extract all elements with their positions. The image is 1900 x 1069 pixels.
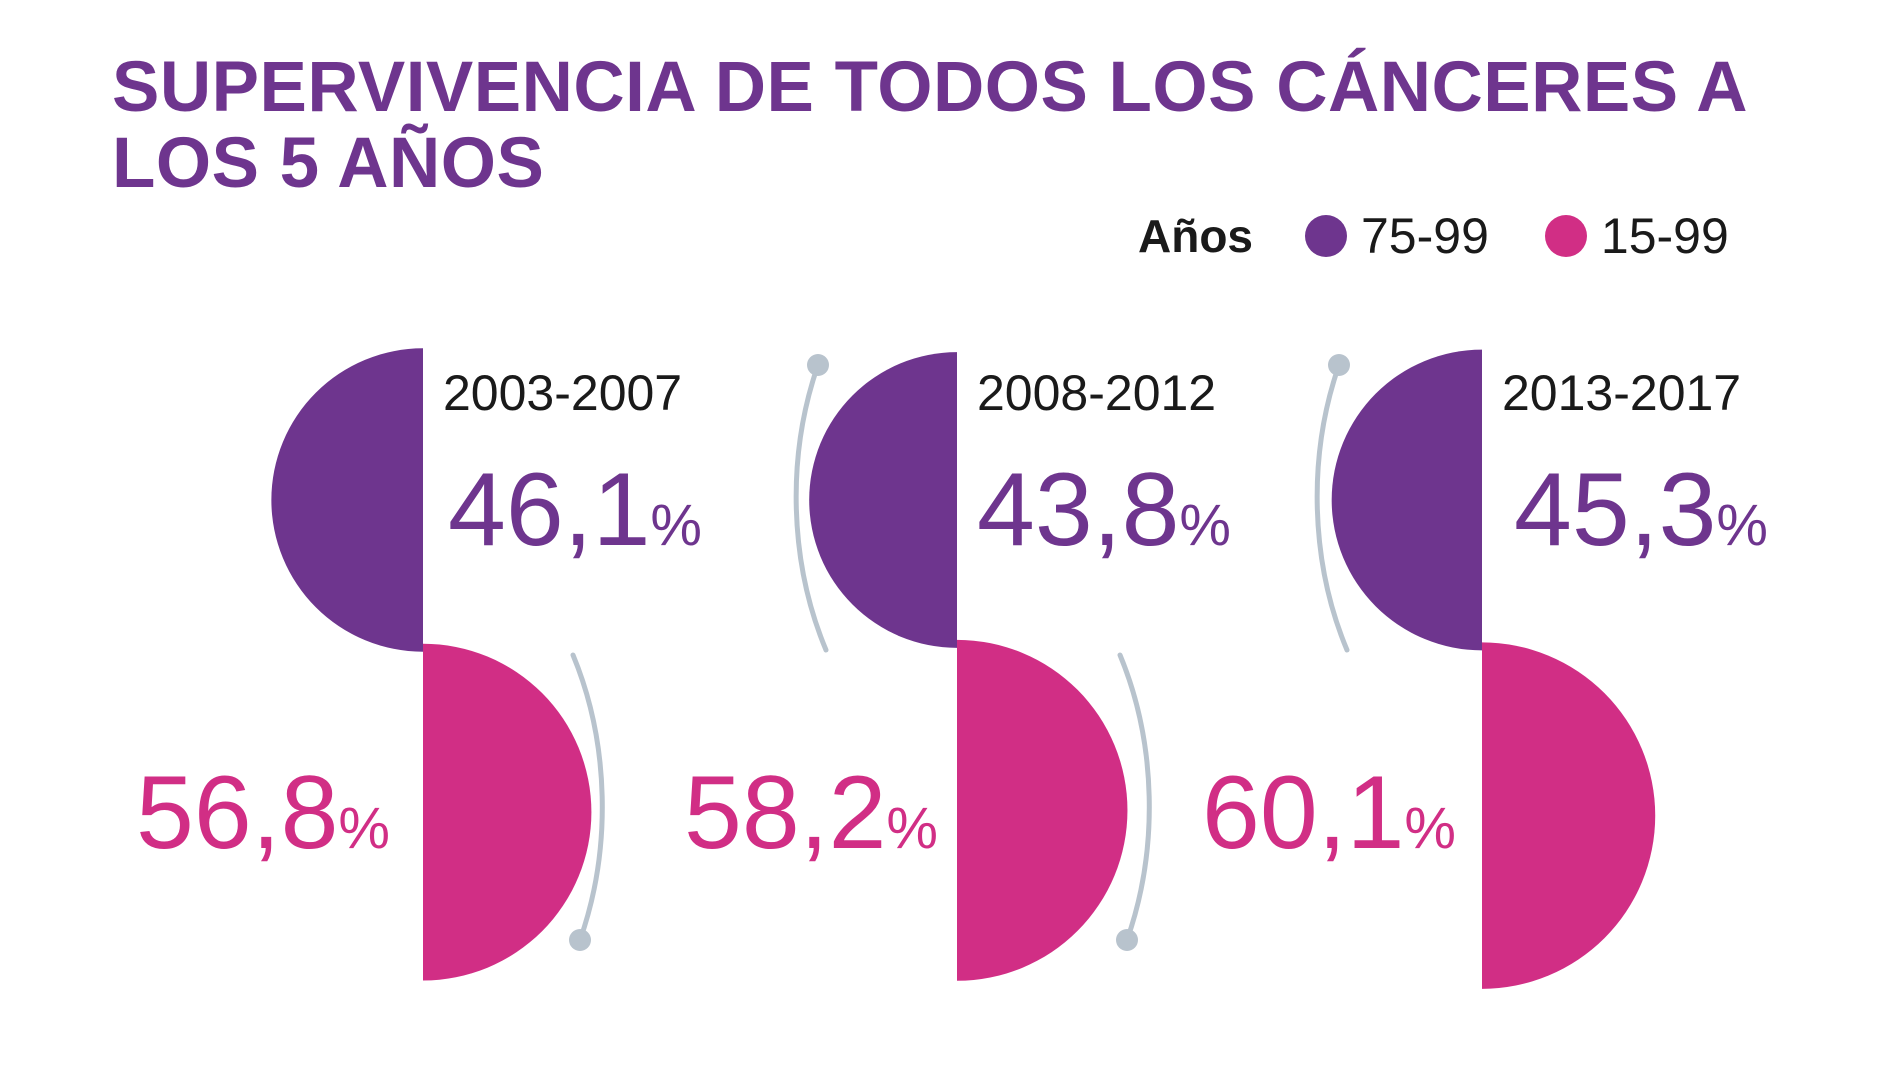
- legend: Años 75-99 15-99: [1138, 206, 1729, 266]
- legend-label-15-99: 15-99: [1600, 208, 1729, 264]
- semicircle-15-99-2008-2012: [957, 639, 1128, 981]
- legend-item-15-99: 15-99: [1544, 207, 1729, 265]
- value-label-75-99-2013-2017: 45,3%: [1514, 452, 1768, 568]
- legend-label-75-99: 75-99: [1361, 208, 1489, 264]
- period-label-2013-2017: 2013-2017: [1502, 365, 1741, 421]
- legend-title: Años: [1138, 210, 1253, 262]
- semicircle-75-99-2013-2017: [1331, 349, 1482, 651]
- semicircle-75-99-2003-2007: [271, 348, 423, 652]
- connector-lower-1-dot: [569, 929, 591, 951]
- value-label-75-99-2008-2012: 43,8%: [977, 452, 1231, 568]
- connector-lower-2: [1117, 652, 1152, 943]
- connector-lower-1: [570, 652, 605, 943]
- connector-upper-1: [793, 362, 829, 653]
- connector-upper-1-dot: [807, 354, 829, 376]
- semicircle-15-99-2003-2007: [423, 643, 592, 981]
- legend-dot-15-99: [1544, 215, 1587, 257]
- chart-title: SUPERVIVENCIA DE TODOS LOS CÁNCERES A LO…: [112, 48, 1746, 203]
- value-label-15-99-2008-2012: 58,2%: [684, 755, 938, 871]
- semicircle-75-99-2008-2012: [809, 352, 957, 648]
- value-label-15-99-2003-2007: 56,8%: [136, 755, 390, 871]
- legend-dot-75-99: [1305, 215, 1347, 257]
- semicircle-15-99-2013-2017: [1482, 642, 1656, 989]
- value-label-75-99-2003-2007: 46,1%: [448, 452, 702, 568]
- period-label-2008-2012: 2008-2012: [977, 365, 1216, 421]
- legend-item-75-99: 75-99: [1305, 207, 1489, 265]
- connector-lower-2-dot: [1116, 929, 1138, 951]
- connector-upper-2-dot: [1328, 354, 1350, 376]
- period-label-2003-2007: 2003-2007: [443, 365, 682, 421]
- value-label-15-99-2013-2017: 60,1%: [1202, 755, 1456, 871]
- connector-upper-2: [1314, 362, 1350, 653]
